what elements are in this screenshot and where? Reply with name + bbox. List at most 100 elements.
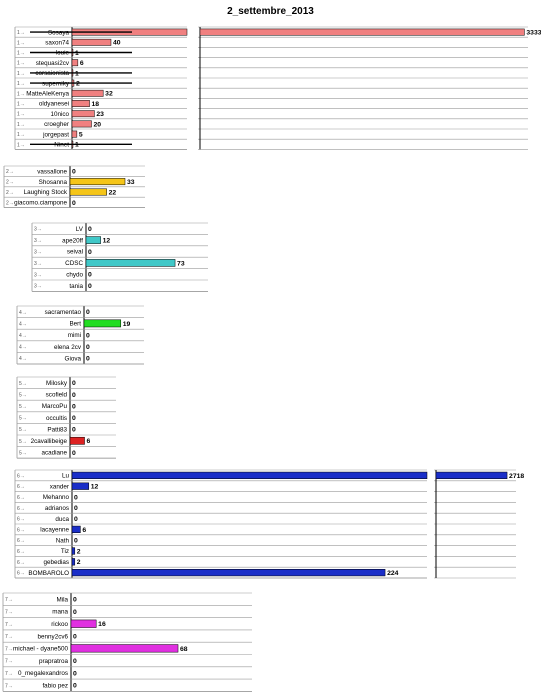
rank-mark: 7→ [5, 634, 13, 640]
data-label: 68 [180, 646, 188, 653]
data-label: 12 [91, 484, 99, 491]
rank-mark: 6→ [17, 506, 25, 512]
bar [69, 436, 85, 445]
bar [71, 471, 428, 479]
bar [71, 547, 76, 555]
rank-mark: 3→ [34, 227, 42, 233]
rank-mark: 7→ [5, 671, 13, 677]
rank-mark: 4→ [19, 310, 27, 316]
data-label: 22 [109, 189, 117, 196]
category-label: Mehanno [43, 494, 70, 501]
data-label: 16 [98, 621, 106, 628]
category-label: Tiz [61, 548, 69, 555]
data-label: 12 [103, 238, 111, 245]
data-label: 0 [73, 633, 77, 640]
rank-mark: 2→ [6, 169, 14, 175]
data-label: 0 [72, 200, 76, 207]
data-label: 0 [86, 356, 90, 363]
rank-mark: 7→ [5, 609, 13, 615]
category-label: ape20ff [62, 237, 83, 244]
data-label: 0 [86, 309, 90, 316]
category-label: rickoo [51, 621, 68, 628]
category-label: Giova [65, 355, 82, 362]
data-label: 2 [77, 559, 81, 566]
data-label: 2 [76, 81, 80, 88]
rank-mark: 4→ [19, 321, 27, 327]
category-label: 10nico [50, 111, 69, 118]
rank-mark: 6→ [17, 484, 25, 490]
data-label: 2 [77, 548, 81, 555]
category-label: MarcoPu [42, 403, 68, 410]
data-label: 33 [127, 179, 135, 186]
rank-mark: 1→ [17, 30, 25, 36]
rank-mark: 3→ [34, 238, 42, 244]
data-label: 0 [86, 344, 90, 351]
bar [71, 38, 112, 46]
rank-mark: 6→ [17, 560, 25, 566]
bar [70, 644, 179, 653]
bar [71, 120, 92, 128]
data-label: 224 [387, 570, 399, 577]
bar [71, 558, 76, 566]
rank-mark: 3→ [34, 261, 42, 267]
rank-mark: 7→ [5, 659, 13, 665]
category-label: adrianos [45, 505, 69, 512]
rank-mark: 2→ [6, 190, 14, 196]
category-label: prapratroa [39, 658, 69, 665]
rank-mark: 6→ [17, 473, 25, 479]
data-label: 0 [88, 249, 92, 256]
bar [71, 100, 90, 107]
data-label: 0 [74, 516, 78, 523]
category-label: superniky [42, 80, 70, 87]
bar [71, 130, 78, 138]
rank-mark: 1→ [17, 91, 25, 97]
data-label: 6 [80, 60, 84, 67]
category-label: elena 2cv [54, 344, 82, 351]
data-label: 5 [79, 132, 83, 139]
data-label: 0 [72, 380, 76, 387]
bar [71, 525, 81, 533]
category-label: Bert [69, 321, 81, 328]
data-label: 6 [82, 527, 86, 534]
category-label: jorgepast [42, 131, 69, 138]
data-label: 1 [75, 50, 79, 57]
data-label: 1 [75, 70, 79, 77]
category-label: seival [67, 249, 83, 256]
rank-mark: 7→ [5, 683, 13, 689]
category-label: BOMBAROLO [28, 570, 69, 577]
rank-mark: 7→ [5, 646, 13, 652]
data-label: 0 [72, 450, 76, 457]
data-label: 1 [75, 142, 79, 149]
category-label: oldyanesei [39, 101, 69, 108]
rank-mark: 7→ [5, 597, 13, 603]
category-label: sacramentao [45, 309, 82, 316]
category-label: chydo [66, 272, 83, 279]
data-label: 23 [96, 111, 104, 118]
chart-title: 2_settembre_2013 [227, 6, 314, 17]
rank-mark: 1→ [17, 51, 25, 57]
bar [85, 236, 101, 244]
bar [71, 569, 386, 577]
rank-mark: 3→ [34, 284, 42, 290]
category-label: occultis [46, 415, 67, 422]
category-label: Nath [56, 537, 70, 544]
category-label: acadiane [41, 450, 67, 457]
data-label: 0 [73, 609, 77, 616]
category-label: LV [76, 226, 84, 233]
data-label: 2718 [509, 473, 524, 480]
category-label: croegher [44, 121, 69, 128]
category-label: MatteAleKenya [26, 91, 69, 98]
category-label: fabio pez [42, 682, 68, 689]
rank-mark: 3→ [34, 272, 42, 278]
rank-mark: 5→ [19, 416, 27, 422]
rank-mark: 5→ [19, 392, 27, 398]
category-label: xander [50, 483, 69, 490]
category-label: 0_megalexandros [18, 670, 68, 677]
rank-mark: 4→ [19, 356, 27, 362]
bar [83, 319, 122, 328]
data-label: 0 [72, 403, 76, 410]
rank-mark: 4→ [19, 333, 27, 339]
category-label: gebedias [43, 559, 69, 566]
rank-mark: 5→ [19, 450, 27, 456]
